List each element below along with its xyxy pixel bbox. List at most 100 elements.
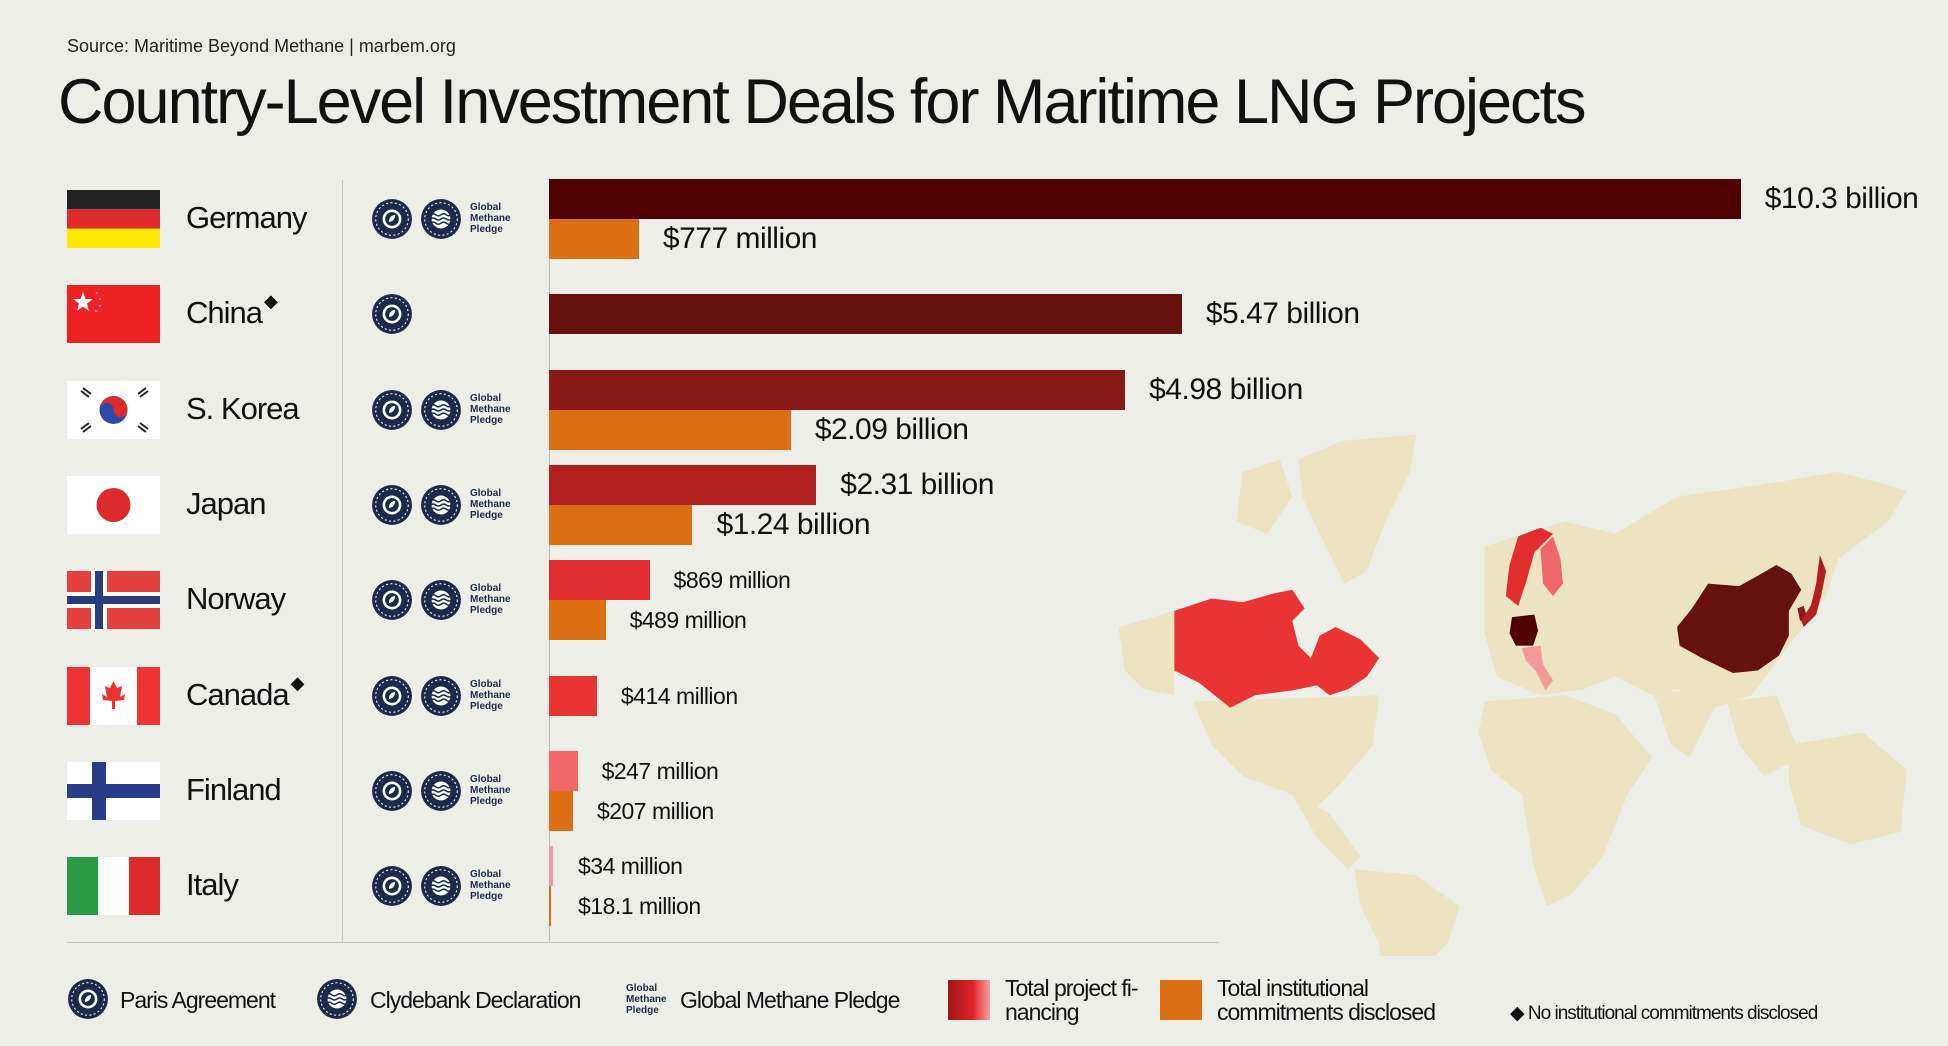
paris-agreement-icon [371,675,413,717]
financing-bar-label: $34 million [578,853,683,880]
financing-bar-label: $5.47 billion [1205,297,1360,331]
country-name: Canada ◆ [186,673,304,713]
paris-agreement-icon [371,579,413,621]
clydebank-declaration-icon [420,579,462,621]
gmp-logo-line: Methane [470,594,511,606]
financing-bar [549,179,1741,219]
country-name: Finland [186,771,282,808]
legend-gmp-label: Global Methane Pledge [680,987,900,1013]
gmp-logo-line: Pledge [626,1005,659,1016]
paris-agreement-icon [371,770,413,812]
gmp-logo-line: Methane [626,994,667,1005]
legend-financing-label: Total project fi- nancing [1005,975,1139,1025]
global-methane-pledge-icon: Global Methane Pledge [470,679,511,712]
legend-institutional-label: Total institutional commitments disclose… [1217,976,1436,1025]
clydebank-declaration-icon [316,978,358,1020]
chart-title: Country-Level Investment Deals for Marit… [58,67,1587,137]
country-name-text: China [186,295,263,331]
no-commitments-diamond-icon: ◆ [290,672,305,693]
gmp-logo-line: Global [470,583,502,595]
financing-bar-label: $247 million [601,757,719,784]
country-name-text: Germany [186,200,307,235]
financing-bar-label: $869 million [673,567,791,594]
global-methane-pledge-icon: Global Methane Pledge [626,983,667,1016]
flag-it-icon [67,857,160,916]
financing-bar [549,750,578,791]
gmp-logo-line: Pledge [470,414,503,426]
legend-clydebank-label: Clydebank Declaration [370,987,581,1013]
institutional-bar-label: $777 million [662,222,818,255]
institutional-bar [549,886,552,927]
global-methane-pledge-icon: Global Methane Pledge [470,393,511,426]
legend-financing-line: Total project fi- [1005,975,1139,1001]
legend-financing-line: nancing [1005,999,1080,1025]
financing-bar-label: $2.31 billion [840,467,994,501]
gmp-logo-line: Pledge [470,700,503,712]
institutional-bar [549,600,606,641]
flag-kr-icon [67,380,160,439]
flag-fi-icon [67,761,160,820]
paris-agreement-icon [371,484,413,526]
institutional-bar-label: $2.09 billion [814,412,969,446]
global-methane-pledge-icon: Global Methane Pledge [470,488,511,521]
gmp-logo-line: Pledge [470,605,503,617]
paris-agreement-icon [67,978,109,1020]
map-italy [1521,645,1553,691]
financing-bar [549,675,597,716]
gmp-logo-line: Methane [470,880,511,892]
gmp-logo-line: Global [470,392,502,404]
gmp-logo-line: Global [470,869,502,881]
bar-axis-line [549,178,550,942]
clydebank-declaration-icon [420,484,462,526]
flag-cn-icon [67,285,160,344]
map-norway [1505,527,1553,606]
gmp-logo-line: Pledge [470,891,503,903]
legend-no-commitments-label: No institutional commitments disclosed [1527,1003,1818,1024]
financing-bar [549,560,650,601]
clydebank-declaration-icon [420,865,462,907]
map-china [1677,564,1802,673]
legend-paris-label: Paris Agreement [120,987,276,1013]
country-name-text: Norway [186,581,286,617]
clydebank-declaration-icon [420,675,462,717]
institutional-bar-label: $207 million [596,797,714,824]
gmp-logo-line: Global [470,202,502,213]
column-divider [342,180,343,942]
world-map [1118,434,1907,956]
paris-agreement-icon [371,389,413,431]
financing-bar-label: $414 million [620,682,738,709]
global-methane-pledge-icon: Global Methane Pledge [470,202,511,235]
gmp-logo-line: Pledge [470,509,503,521]
legend-institutional-line: commitments disclosed [1217,999,1436,1025]
institutional-bar-label: $1.24 billion [716,507,871,541]
map-land [1118,434,1907,956]
institutional-bar-label: $489 million [629,607,747,634]
country-name-text: Finland [186,771,282,807]
no-commitments-diamond-icon: ◆ [264,291,278,312]
map-finland [1540,536,1563,596]
institutional-bar [549,504,693,545]
flag-jp-icon [67,475,160,534]
financing-bar [549,846,553,887]
institutional-bar [549,790,573,831]
gmp-logo-line: Pledge [470,795,503,807]
map-germany [1509,614,1539,646]
country-name: S. Korea [186,390,300,427]
gmp-logo-line: Methane [470,498,511,510]
gmp-logo-line: Global [470,487,502,499]
legend-no-commitments: ◆ No institutional commitments disclosed [1510,1002,1818,1026]
paris-agreement-icon [371,293,413,335]
clydebank-declaration-icon [420,770,462,812]
flag-de-icon [67,190,160,248]
institutional-bar [549,219,639,259]
global-methane-pledge-icon: Global Methane Pledge [470,583,511,616]
country-name: Italy [186,867,239,903]
institutional-bar-label: $18.1 million [578,893,701,920]
country-name: Norway [186,581,286,617]
gmp-logo-line: Methane [470,403,511,415]
global-methane-pledge-icon: Global Methane Pledge [470,869,511,902]
flag-no-icon [67,571,160,630]
financing-bar [549,294,1182,335]
gmp-logo-line: Global [470,773,502,785]
country-name-text: S. Korea [186,390,300,426]
